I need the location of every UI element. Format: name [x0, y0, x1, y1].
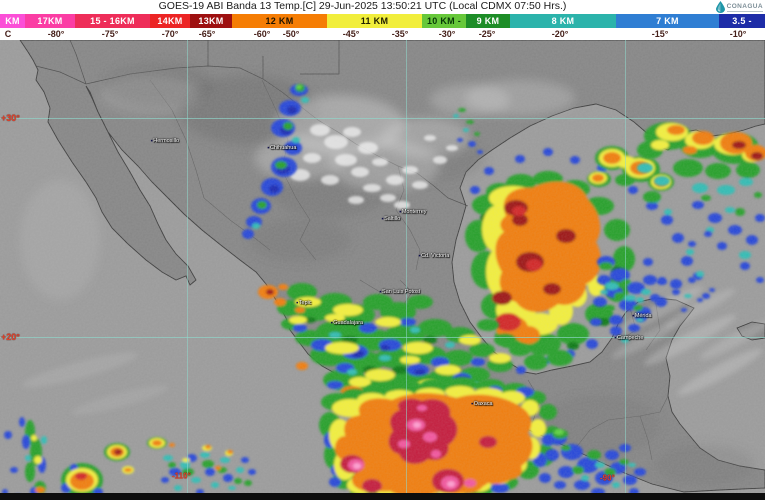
- city-label: Hermosillo: [150, 138, 179, 144]
- temp-tick: -70°: [161, 29, 179, 39]
- temp-tick: -30°: [438, 29, 456, 39]
- city-marker: [379, 290, 382, 293]
- temp-tick: -75°: [101, 29, 119, 39]
- scale-segment: 11 KM: [327, 14, 422, 28]
- scale-segment: 3.5 -: [719, 14, 765, 28]
- city-marker: [471, 402, 473, 405]
- temp-tick: -45°: [342, 29, 360, 39]
- scale-segment: KM: [0, 14, 25, 28]
- scale-segment: 12 KM: [232, 14, 327, 28]
- image-title: GOES-19 ABI Banda 13 Temp.[C] 29-Jun-202…: [158, 0, 567, 12]
- longitude-grid-line: [406, 40, 407, 493]
- city-marker: [614, 336, 617, 339]
- temp-tick: -60°: [253, 29, 271, 39]
- height-color-scale: KM 17KM 15 - 16KM 14KM 13KM 12 KM 11 KM 10 KM -…: [0, 14, 765, 28]
- scale-segment: 13KM: [190, 14, 232, 28]
- latitude-label: +20°: [1, 332, 20, 342]
- city-label: Mérida: [632, 313, 652, 319]
- temp-tick: -10°: [729, 29, 747, 39]
- image-grain: [0, 40, 765, 493]
- temp-tick: -15°: [651, 29, 669, 39]
- bottom-black-bar: [0, 493, 765, 500]
- city-marker: [330, 321, 333, 324]
- longitude-grid-line: [187, 40, 188, 493]
- scale-segment: 14KM: [150, 14, 190, 28]
- city-marker: [150, 139, 153, 142]
- temperature-scale-row: C -80° -75° -70° -65° -60° -50° -45° -35° -30° -25…: [0, 28, 765, 40]
- temp-tick: -50°: [282, 29, 300, 39]
- temp-tick: -80°: [47, 29, 65, 39]
- scale-segment: 9 KM: [466, 14, 510, 28]
- city-label: San Luis Potosí: [379, 289, 420, 295]
- latitude-grid-line: [0, 118, 765, 119]
- satellite-map: +30° +20° -110° -90° Hermosillo Chihuahua Salt…: [0, 40, 765, 493]
- title-bar: GOES-19 ABI Banda 13 Temp.[C] 29-Jun-202…: [0, 0, 765, 14]
- scale-segment: 8 KM: [510, 14, 616, 28]
- longitude-label: -90°: [600, 473, 615, 483]
- scale-segment: 7 KM: [616, 14, 719, 28]
- satellite-imagery: [0, 40, 765, 493]
- scale-segment: 17KM: [25, 14, 75, 28]
- scale-segment: 10 KM -: [422, 14, 466, 28]
- city-label: Saltillo: [381, 216, 400, 222]
- city-label: Cd. Victoria: [418, 253, 449, 259]
- city-label: Tepic: [296, 300, 312, 306]
- conagua-logo-text: CONAGUA: [726, 2, 763, 12]
- city-marker: [381, 217, 384, 220]
- city-marker: [296, 301, 299, 304]
- city-label: Chihuahua: [267, 145, 296, 151]
- water-drop-icon: [715, 1, 725, 13]
- city-label: Oaxaca: [471, 401, 493, 407]
- city-label: Monterrey: [399, 209, 426, 215]
- city-label: Campeche: [614, 335, 643, 341]
- longitude-label: -110°: [172, 471, 191, 481]
- city-marker: [399, 210, 402, 213]
- longitude-grid-line: [625, 40, 626, 493]
- city-marker: [418, 254, 421, 257]
- temp-tick: -35°: [391, 29, 409, 39]
- temp-tick: C: [4, 29, 12, 39]
- conagua-logo: CONAGUA: [715, 1, 763, 13]
- city-marker: [267, 146, 270, 149]
- city-label: Guadalajara: [330, 320, 363, 326]
- temp-tick: -65°: [198, 29, 216, 39]
- temp-tick: -25°: [478, 29, 496, 39]
- map-overlays: +30° +20° -110° -90° Hermosillo Chihuahua Salt…: [0, 40, 765, 493]
- latitude-label: +30°: [1, 113, 20, 123]
- scale-segment: 15 - 16KM: [75, 14, 150, 28]
- latitude-grid-line: [0, 337, 765, 338]
- city-marker: [632, 314, 635, 317]
- temp-tick: -20°: [551, 29, 569, 39]
